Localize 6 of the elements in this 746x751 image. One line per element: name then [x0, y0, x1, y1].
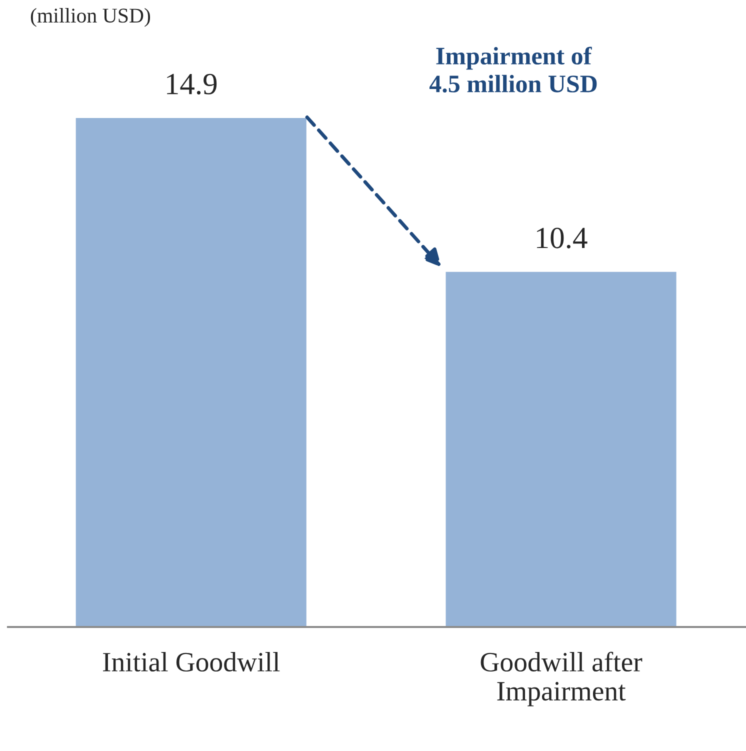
data-label: 10.4 — [536, 228, 588, 248]
text: Impairment of 4.5 million USD — [429, 46, 597, 93]
x-tick-label: Initial Goodwill — [103, 652, 280, 672]
y-axis-title: (million USD) — [30, 8, 150, 27]
data-label: 14.9 — [167, 74, 217, 95]
x-tick-label: Goodwill after Impairment — [480, 652, 642, 706]
